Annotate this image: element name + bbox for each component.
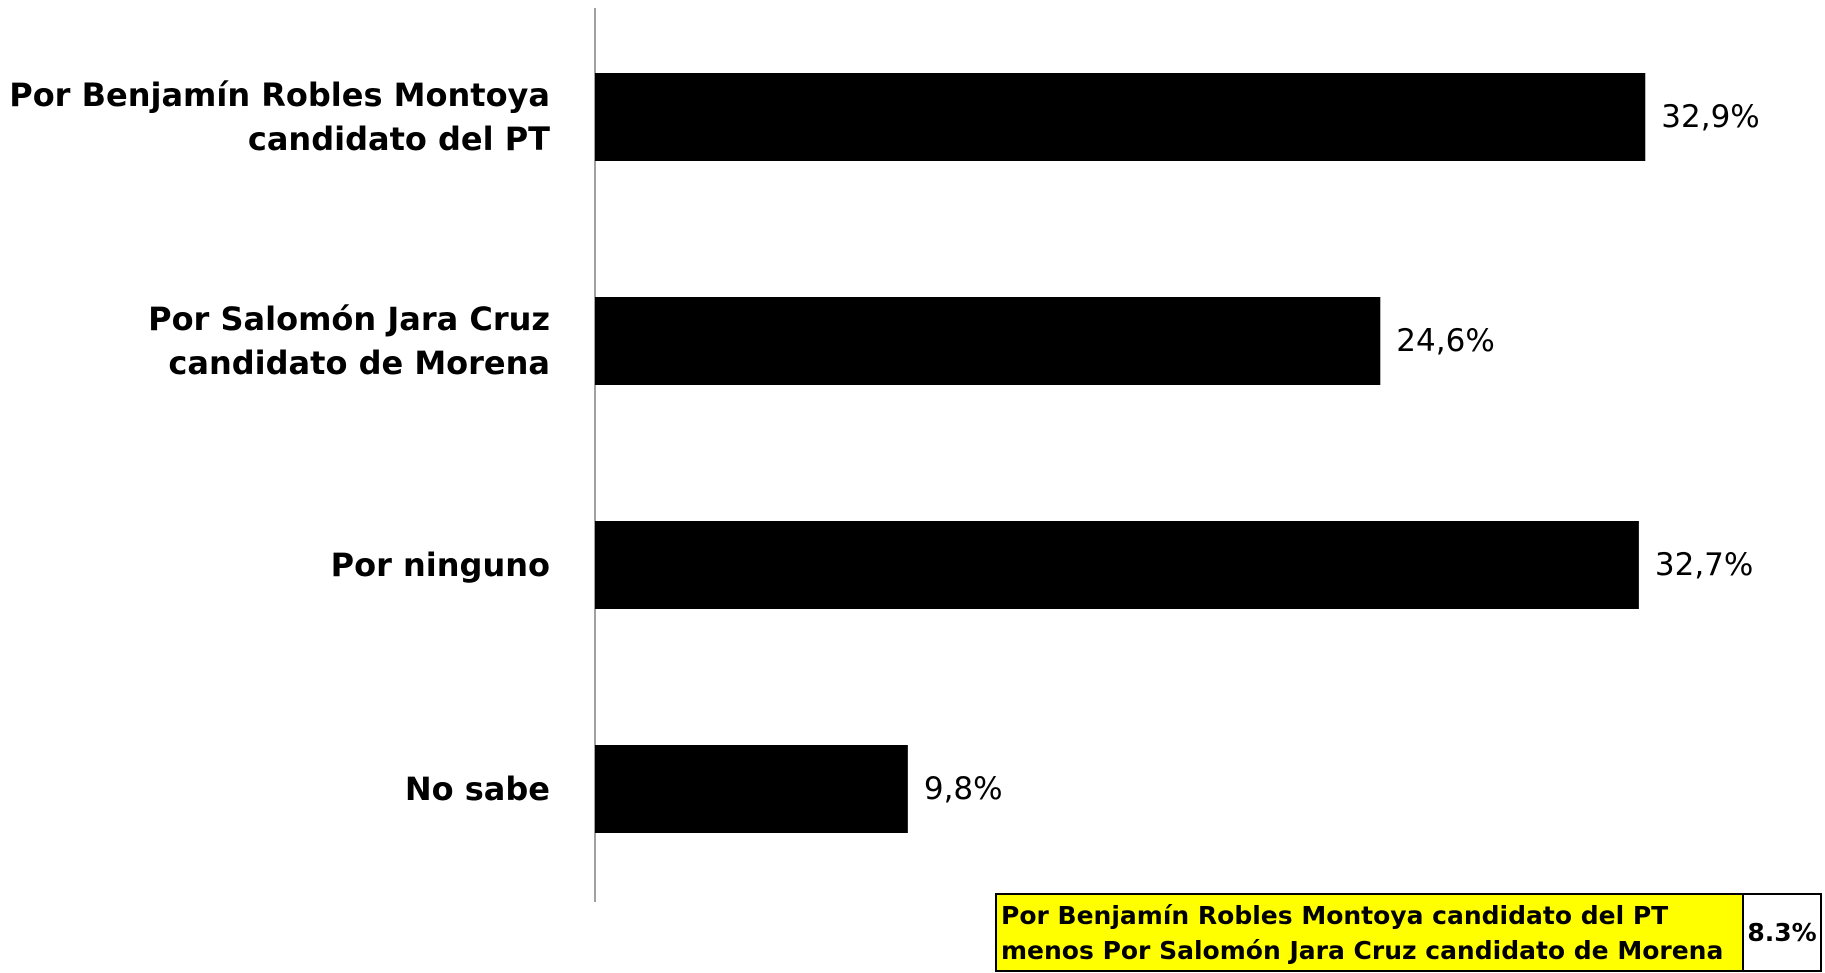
category-label: candidato de Morena [168,344,550,382]
difference-label-line-1: Por Benjamín Robles Montoya candidato de… [1001,901,1669,930]
bar [595,73,1646,161]
category-label: Por Benjamín Robles Montoya [9,76,550,114]
category-label: candidato del PT [248,120,550,158]
bars-group [595,73,1646,833]
category-label: Por ninguno [331,546,550,584]
bar-value-label: 9,8% [924,771,1003,807]
bar-value-label: 32,9% [1661,99,1759,135]
difference-value: 8.3% [1747,918,1817,947]
difference-label-line-2: menos Por Salomón Jara Cruz candidato de… [1001,936,1724,965]
bar [595,745,908,833]
bar [595,521,1639,609]
category-label: Por Salomón Jara Cruz [148,300,550,338]
difference-box: Por Benjamín Robles Montoya candidato de… [995,893,1822,972]
bar-value-label: 24,6% [1396,323,1494,359]
bar-value-label: 32,7% [1655,547,1753,583]
difference-label: Por Benjamín Robles Montoya candidato de… [997,895,1744,970]
bar [595,297,1381,385]
category-labels-group: Por Benjamín Robles Montoya candidato del… [9,76,550,808]
category-label: No sabe [405,770,550,808]
value-labels-group: 32,9% 24,6% 32,7% 9,8% [924,99,1760,807]
